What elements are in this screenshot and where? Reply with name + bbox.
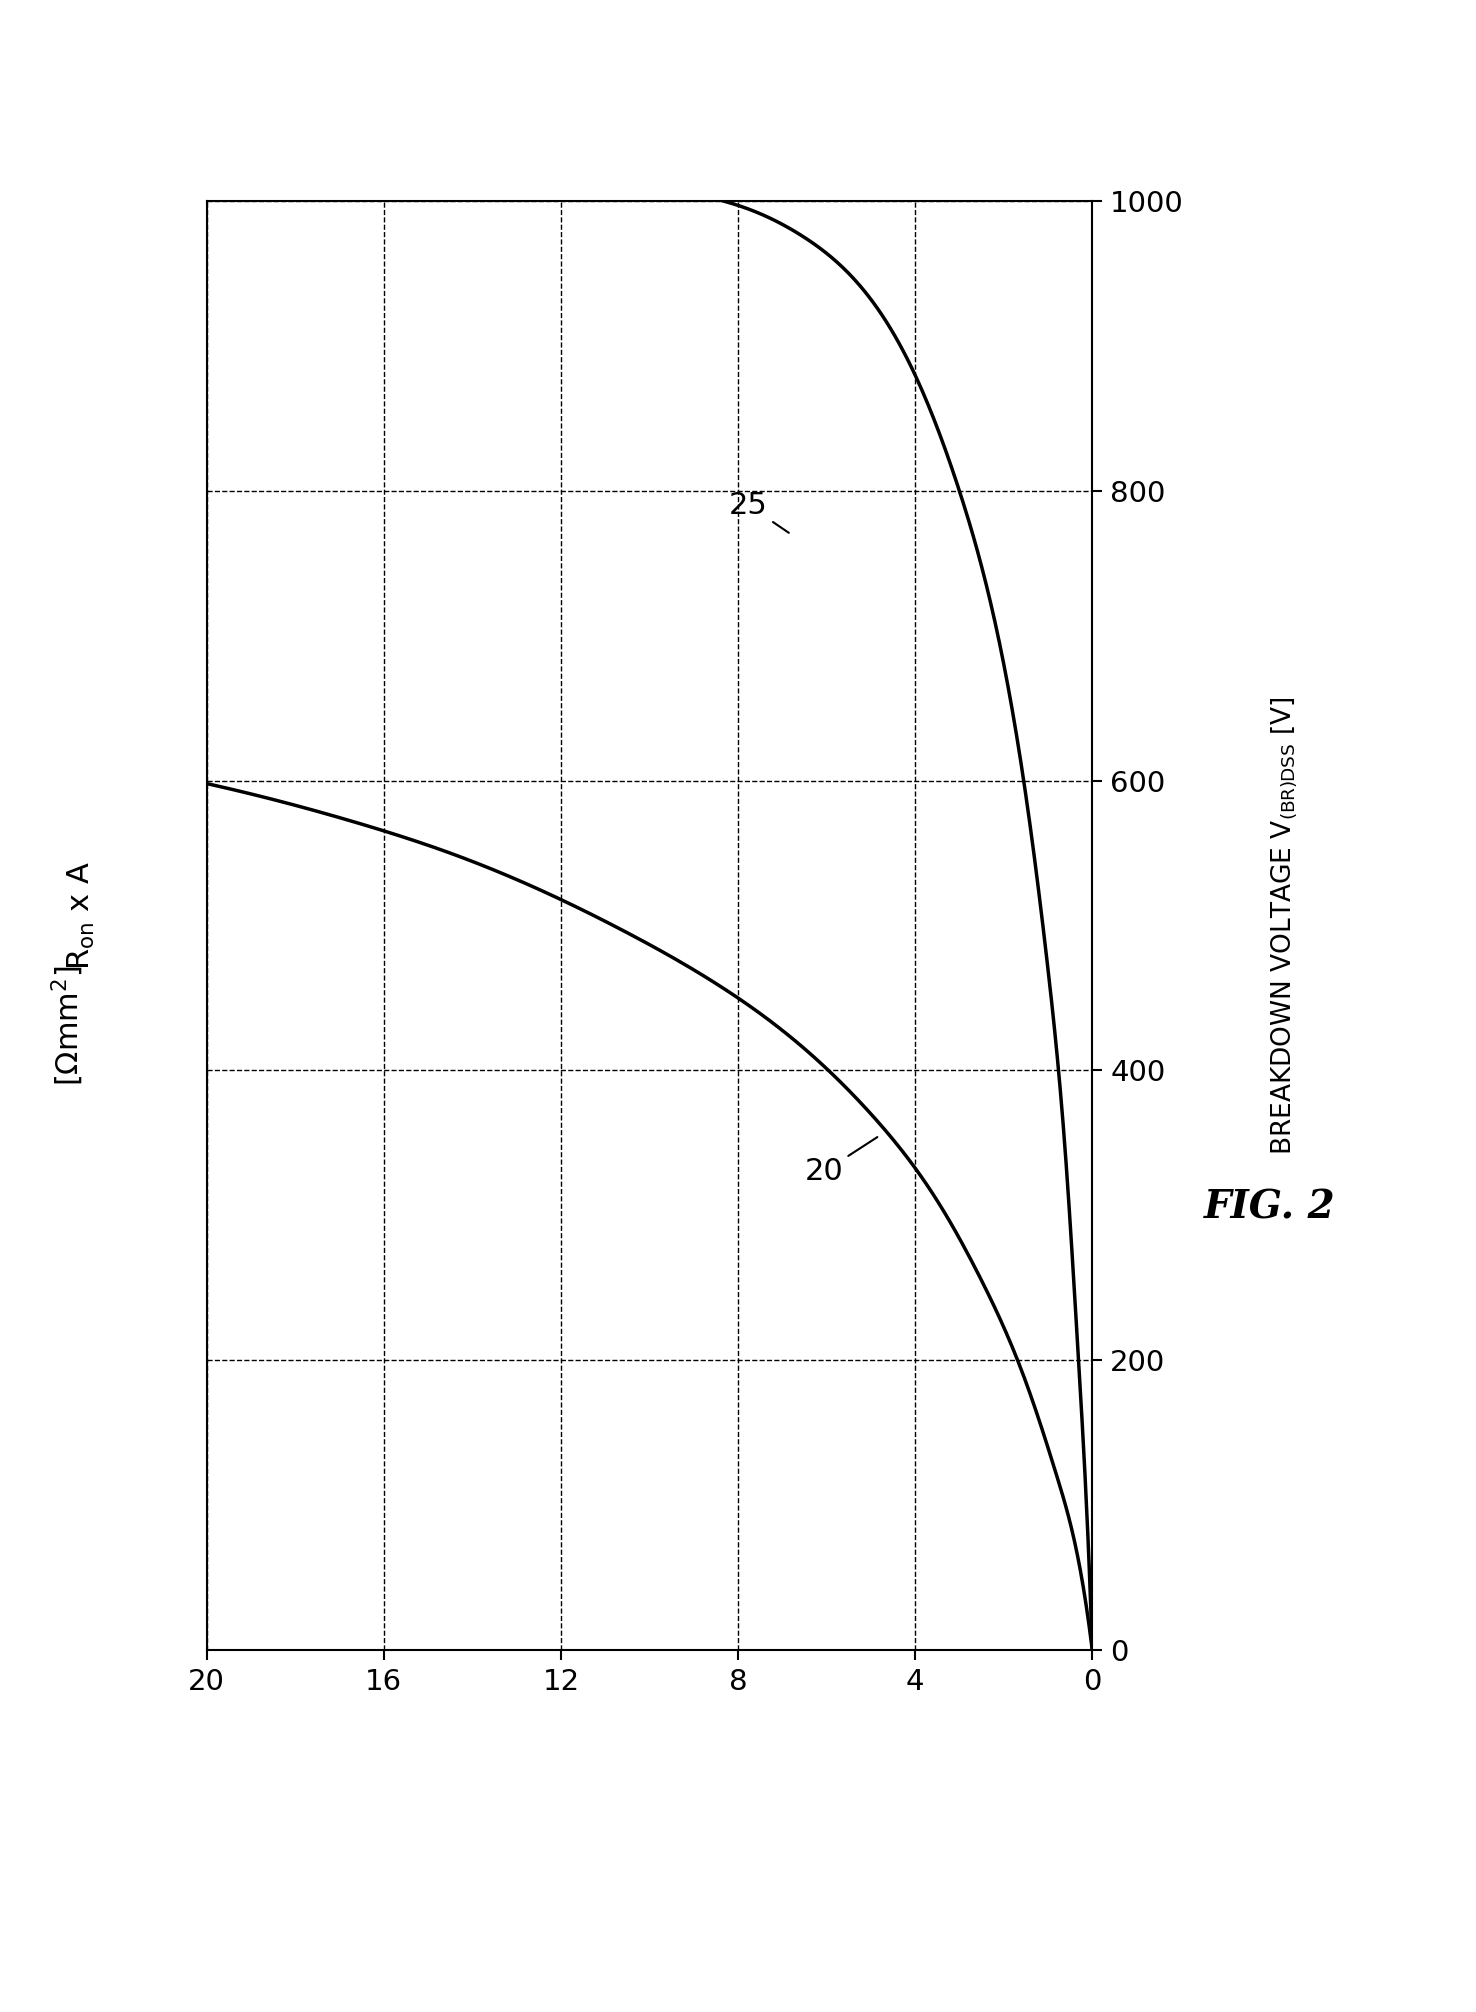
Text: BREAKDOWN VOLTAGE V$_{\mathregular{(BR)DSS}}$ [V]: BREAKDOWN VOLTAGE V$_{\mathregular{(BR)D…	[1269, 696, 1299, 1155]
Text: 20: 20	[804, 1137, 877, 1187]
Text: R$_{\mathregular{on}}$ x A: R$_{\mathregular{on}}$ x A	[65, 861, 97, 970]
Text: [$\Omega$mm$^2$]: [$\Omega$mm$^2$]	[50, 966, 86, 1086]
Text: 25: 25	[729, 491, 788, 533]
Text: FIG. 2: FIG. 2	[1203, 1189, 1336, 1225]
